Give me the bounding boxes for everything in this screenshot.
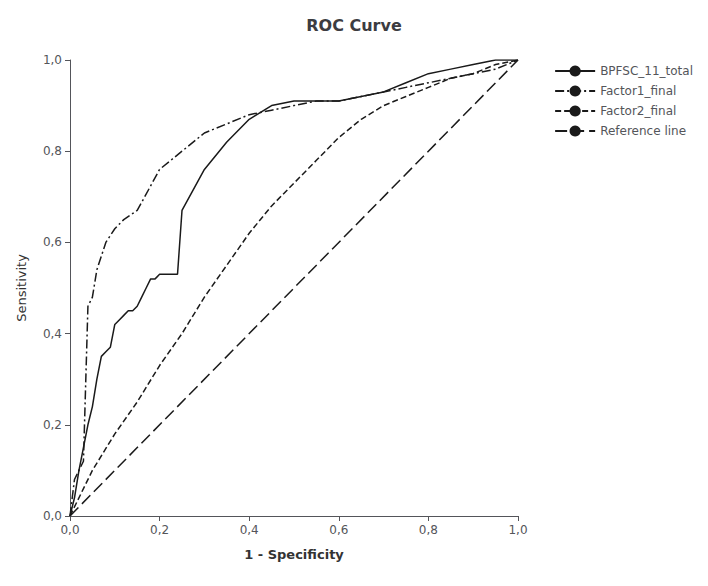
svg-text:ROC Curve: ROC Curve bbox=[306, 16, 402, 35]
svg-text:1,0: 1,0 bbox=[508, 523, 527, 537]
svg-text:0,8: 0,8 bbox=[43, 144, 62, 158]
svg-text:0,4: 0,4 bbox=[43, 327, 62, 341]
svg-text:0,6: 0,6 bbox=[329, 523, 348, 537]
svg-text:Factor1_final: Factor1_final bbox=[600, 84, 676, 98]
svg-text:Sensitivity: Sensitivity bbox=[14, 254, 29, 322]
svg-text:1,0: 1,0 bbox=[43, 53, 62, 67]
svg-text:BPFSC_11_total: BPFSC_11_total bbox=[600, 64, 693, 78]
svg-text:0,2: 0,2 bbox=[150, 523, 169, 537]
svg-text:0,6: 0,6 bbox=[43, 235, 62, 249]
svg-text:0,0: 0,0 bbox=[43, 509, 62, 523]
svg-text:0,2: 0,2 bbox=[43, 418, 62, 432]
svg-text:Factor2_final: Factor2_final bbox=[600, 104, 676, 118]
svg-text:Reference line: Reference line bbox=[600, 124, 686, 138]
svg-text:0,4: 0,4 bbox=[240, 523, 259, 537]
svg-text:1 - Specificity: 1 - Specificity bbox=[244, 547, 344, 562]
svg-text:0,8: 0,8 bbox=[419, 523, 438, 537]
svg-text:0,0: 0,0 bbox=[60, 523, 79, 537]
